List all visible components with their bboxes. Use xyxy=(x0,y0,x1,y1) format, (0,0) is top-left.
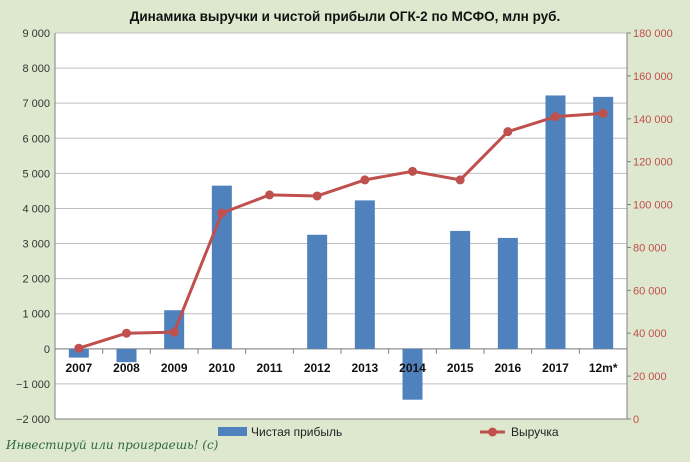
legend-swatch-net-profit xyxy=(218,427,247,436)
point-revenue xyxy=(408,166,417,176)
category-label: 2009 xyxy=(161,361,188,375)
legend-marker-revenue xyxy=(488,427,497,437)
category-label: 2015 xyxy=(447,361,474,375)
point-revenue xyxy=(122,328,131,338)
right-axis-tick-label: 100 000 xyxy=(633,200,673,212)
category-label: 2007 xyxy=(65,361,92,375)
bar-net-profit xyxy=(545,95,566,349)
left-axis-tick-label: −2 000 xyxy=(16,414,50,426)
point-revenue xyxy=(360,175,370,185)
legend-label-revenue: Выручка xyxy=(511,425,559,439)
category-label: 2011 xyxy=(256,361,282,375)
left-axis-tick-label: 3 000 xyxy=(22,239,50,251)
left-axis-tick-label: 5 000 xyxy=(22,168,50,180)
point-revenue xyxy=(265,190,274,200)
category-label: 12m* xyxy=(589,361,618,375)
category-label: 2010 xyxy=(208,361,235,375)
right-axis-tick-label: 180 000 xyxy=(633,28,673,40)
bar-net-profit xyxy=(497,237,518,349)
bar-net-profit xyxy=(450,230,471,349)
left-axis-tick-label: 4 000 xyxy=(22,203,50,215)
category-label: 2017 xyxy=(542,361,569,375)
right-axis-tick-label: 160 000 xyxy=(633,71,673,83)
point-revenue xyxy=(455,175,465,185)
point-revenue xyxy=(312,191,322,201)
category-label: 2016 xyxy=(494,361,521,375)
point-revenue xyxy=(169,327,179,337)
point-revenue xyxy=(598,108,608,118)
right-axis-tick-label: 80 000 xyxy=(633,242,667,254)
bar-net-profit xyxy=(307,234,328,349)
bar-net-profit xyxy=(68,348,89,358)
left-axis-tick-label: −1 000 xyxy=(16,379,50,391)
legend: Чистая прибыль Выручка xyxy=(218,425,559,439)
bar-net-profit xyxy=(402,348,423,400)
line-revenue xyxy=(78,111,604,350)
left-axis-tick-label: 1 000 xyxy=(22,309,50,321)
right-axis-tick-label: 120 000 xyxy=(633,157,673,169)
right-axis-tick-label: 140 000 xyxy=(633,114,673,126)
point-revenue xyxy=(503,127,513,137)
left-axis-tick-label: 9 000 xyxy=(22,28,50,40)
category-label: 2014 xyxy=(399,361,426,375)
bar-net-profit xyxy=(354,200,375,349)
watermark-text: Инвестируй или проиграешь! (c) xyxy=(5,438,219,452)
chart-title: Динамика выручки и чистой прибыли ОГК-2 … xyxy=(130,9,561,24)
point-revenue xyxy=(217,208,227,218)
right-axis-tick-label: 40 000 xyxy=(633,328,667,340)
left-axis-tick-label: 6 000 xyxy=(22,133,50,145)
right-axis-tick-label: 0 xyxy=(633,414,639,426)
bar-net-profit xyxy=(116,348,137,363)
left-axis-tick-label: 2 000 xyxy=(22,274,50,286)
category-label: 2008 xyxy=(113,361,140,375)
right-axis-tick-label: 60 000 xyxy=(633,285,667,297)
right-axis-tick-label: 20 000 xyxy=(633,371,667,383)
plot-area: −2 000 −1 000 0 1 000 2 000 3 000 4 000 5 000 6 … xyxy=(16,28,673,426)
category-label: 2013 xyxy=(351,361,378,375)
bar-net-profit xyxy=(593,96,614,349)
left-axis-tick-label: 0 xyxy=(44,344,50,356)
point-revenue xyxy=(551,112,560,122)
category-label: 2012 xyxy=(304,361,331,375)
point-revenue xyxy=(74,343,84,353)
plot-background xyxy=(55,33,627,419)
legend-label-net-profit: Чистая прибыль xyxy=(251,425,342,439)
left-axis-tick-label: 8 000 xyxy=(22,63,50,75)
left-axis-tick-label: 7 000 xyxy=(22,98,50,110)
